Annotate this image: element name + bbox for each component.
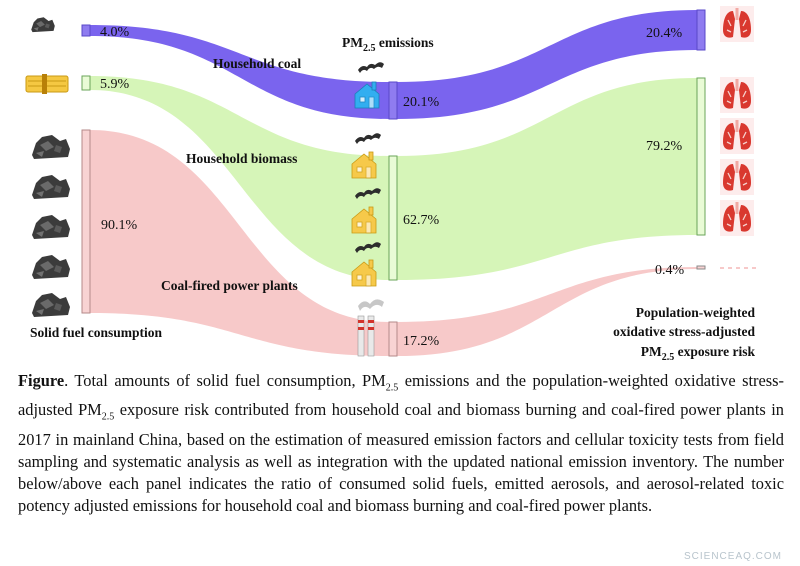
bar-emissions-power [389, 322, 397, 356]
value-consumption-power: 90.1% [101, 218, 138, 233]
header-risk-line3: PM2.5 exposure risk [641, 344, 756, 363]
smoke-icon [358, 62, 384, 73]
lung-icon [720, 6, 754, 42]
header-consumption: Solid fuel consumption [30, 325, 163, 340]
caption-text-3: exposure risk contributed from household… [18, 400, 784, 514]
value-risk-coal: 20.4% [646, 26, 683, 41]
value-risk-biomass: 79.2% [646, 139, 683, 154]
label-power-plants: Coal-fired power plants [161, 278, 298, 293]
bar-risk-biomass [697, 78, 705, 235]
biomass-bundle-icon [26, 74, 68, 94]
lung-icon [720, 200, 754, 236]
caption-figure-label: Figure [18, 371, 64, 390]
coal-lump-icon [31, 17, 55, 32]
label-household-coal: Household coal [213, 56, 301, 71]
caption-text-1: . Total amounts of solid fuel consumptio… [64, 371, 386, 390]
bar-consumption-coal [82, 25, 90, 36]
coal-lump-icon [32, 293, 70, 317]
value-emissions-biomass: 62.7% [403, 213, 440, 228]
sankey-diagram: 4.0% 5.9% 90.1% 20.1% 62.7% 17.2% 20.4% … [0, 0, 800, 370]
caption-sub-1: 2.5 [386, 382, 399, 393]
value-consumption-biomass: 5.9% [100, 77, 130, 92]
value-consumption-coal: 4.0% [100, 25, 130, 40]
bar-consumption-biomass [82, 76, 90, 90]
caption-sub-2: 2.5 [102, 412, 115, 423]
header-pm-emissions: PM2.5 emissions [342, 35, 434, 54]
watermark: SCIENCEAQ.COM [684, 551, 782, 562]
coal-lump-icon [32, 215, 70, 239]
bar-risk-power [697, 266, 705, 269]
coal-lump-icon [32, 175, 70, 199]
smoke-icon [355, 133, 381, 144]
bar-risk-coal [697, 10, 705, 50]
coal-lump-icon [32, 255, 70, 279]
bar-emissions-biomass [389, 156, 397, 280]
value-emissions-coal: 20.1% [403, 95, 440, 110]
bar-emissions-coal [389, 82, 397, 119]
bar-consumption-power [82, 130, 90, 313]
label-household-biomass: Household biomass [186, 151, 297, 166]
header-risk-line2: oxidative stress-adjusted [613, 324, 755, 339]
value-risk-power: 0.4% [655, 263, 685, 278]
lung-icon [720, 159, 754, 195]
figure-caption: Figure. Total amounts of solid fuel cons… [18, 370, 784, 517]
value-emissions-power: 17.2% [403, 334, 440, 349]
coal-lump-icon [32, 135, 70, 159]
lung-icon [720, 118, 754, 154]
lung-icon [720, 77, 754, 113]
header-risk-line1: Population-weighted [636, 305, 756, 320]
